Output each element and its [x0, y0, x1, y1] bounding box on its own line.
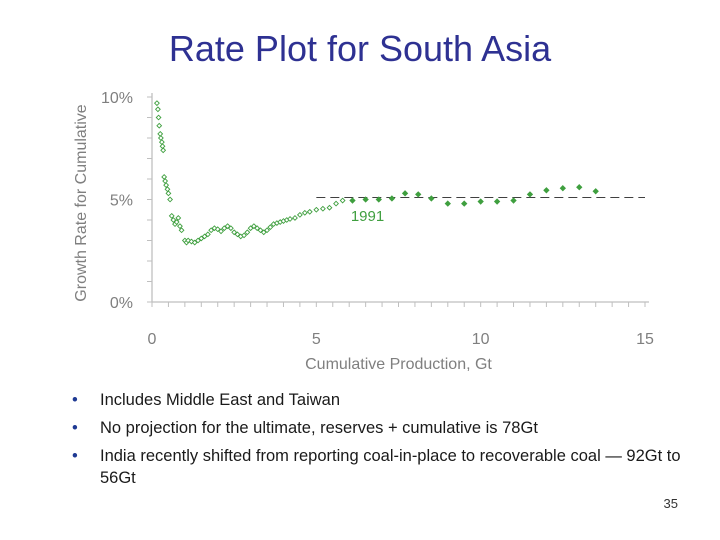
data-point-hollow: [160, 147, 167, 154]
chart-axes: [147, 93, 649, 307]
bullet-text: India recently shifted from reporting co…: [100, 447, 681, 487]
data-point-hollow: [301, 209, 308, 216]
data-point-filled: [415, 191, 422, 198]
slide-title: Rate Plot for South Asia: [168, 28, 552, 69]
data-point-filled: [493, 198, 501, 205]
data-point-hollow: [264, 227, 270, 234]
data-point-filled: [559, 185, 566, 192]
data-point-hollow: [292, 215, 298, 221]
data-point-hollow: [156, 122, 163, 129]
data-point-hollow: [313, 206, 320, 213]
data-point-hollow: [221, 225, 228, 232]
data-point-filled: [510, 197, 517, 204]
data-point-filled: [477, 198, 484, 205]
data-point-hollow: [319, 205, 326, 212]
data-point-filled: [461, 200, 468, 207]
data-point-hollow: [211, 225, 218, 232]
data-point-hollow: [201, 233, 208, 240]
data-point-hollow: [158, 139, 165, 146]
data-point-hollow: [162, 178, 169, 184]
data-point-hollow: [157, 130, 164, 137]
data-point-hollow: [198, 235, 205, 242]
data-point-hollow: [154, 106, 161, 113]
y-tick-label: 5%: [110, 193, 133, 210]
data-point-filled: [576, 184, 583, 191]
bullet-list: • Includes Middle East and Taiwan • No pro…: [72, 389, 682, 495]
bullet-item: • No projection for the ultimate, reserve…: [72, 417, 682, 439]
chart-labels-layer: 0% 5% 10% 0 5 10 15 Cumulative Production, Gt Gr…: [73, 90, 654, 373]
data-point-hollow: [287, 216, 293, 222]
bullet-dot-icon: •: [72, 419, 78, 437]
data-point-hollow: [177, 223, 183, 230]
data-point-hollow: [244, 229, 251, 236]
data-point-hollow: [155, 114, 162, 121]
data-point-hollow: [178, 227, 185, 234]
data-point-hollow: [214, 226, 221, 233]
data-point-hollow: [163, 182, 170, 189]
data-point-filled: [375, 196, 382, 203]
data-point-filled: [388, 195, 396, 202]
data-point-filled: [401, 190, 409, 197]
x-tick-label: 0: [148, 331, 157, 348]
data-point-hollow: [250, 223, 257, 230]
data-point-hollow: [326, 204, 333, 211]
page-number: 35: [663, 496, 678, 511]
data-point-hollow: [227, 225, 234, 232]
data-point-hollow: [173, 219, 180, 225]
bullet-text: No projection for the ultimate, reserves…: [100, 419, 538, 437]
bullet-item: • India recently shifted from reporting c…: [72, 445, 682, 489]
data-point-hollow: [204, 231, 211, 238]
x-tick-label: 5: [312, 331, 321, 348]
data-point-hollow: [170, 217, 177, 223]
x-axis-title: Cumulative Production, Gt: [305, 356, 492, 373]
data-point-hollow: [175, 215, 182, 221]
y-tick-label: 10%: [101, 90, 133, 107]
chart: 0% 5% 10% 0 5 10 15 Cumulative Production, Gt Gr…: [73, 90, 654, 373]
data-point-filled: [444, 200, 451, 207]
data-point-hollow: [231, 229, 238, 236]
data-point-hollow: [296, 211, 303, 218]
data-point-hollow: [168, 212, 175, 219]
data-point-hollow: [306, 208, 313, 215]
data-point-hollow: [333, 200, 339, 207]
bullet-text: Includes Middle East and Taiwan: [100, 391, 341, 409]
x-tick-label: 15: [636, 331, 654, 348]
bullet-item: • Includes Middle East and Taiwan: [72, 389, 682, 411]
data-point-filled: [526, 191, 534, 198]
data-point-hollow: [195, 237, 201, 244]
data-point-hollow: [241, 232, 247, 239]
data-points-layer: [153, 100, 599, 246]
data-point-hollow: [247, 225, 254, 232]
data-point-hollow: [260, 229, 267, 236]
y-axis-title: Growth Rate for Cumulative: [73, 104, 90, 302]
data-point-hollow: [159, 143, 166, 150]
data-point-hollow: [257, 227, 264, 234]
data-point-hollow: [208, 227, 215, 234]
data-point-hollow: [157, 135, 164, 141]
x-tick-label: 10: [472, 331, 490, 348]
bullet-dot-icon: •: [72, 447, 78, 465]
data-point-hollow: [339, 197, 346, 204]
data-point-filled: [592, 188, 599, 195]
data-point-hollow: [218, 228, 224, 235]
data-point-hollow: [167, 196, 174, 203]
data-point-hollow: [191, 239, 198, 246]
data-point-hollow: [161, 174, 168, 180]
data-point-hollow: [224, 223, 231, 230]
y-tick-label: 0%: [110, 295, 133, 312]
data-point-hollow: [153, 100, 160, 107]
data-point-hollow: [254, 225, 261, 232]
data-point-filled: [428, 195, 435, 202]
data-point-filled: [543, 187, 550, 194]
data-point-hollow: [234, 231, 241, 238]
data-point-filled: [349, 197, 356, 204]
annotation-label: 1991: [351, 208, 384, 225]
bullet-dot-icon: •: [72, 391, 78, 409]
data-point-hollow: [267, 224, 274, 231]
data-point-hollow: [165, 190, 172, 197]
data-point-filled: [362, 196, 369, 203]
